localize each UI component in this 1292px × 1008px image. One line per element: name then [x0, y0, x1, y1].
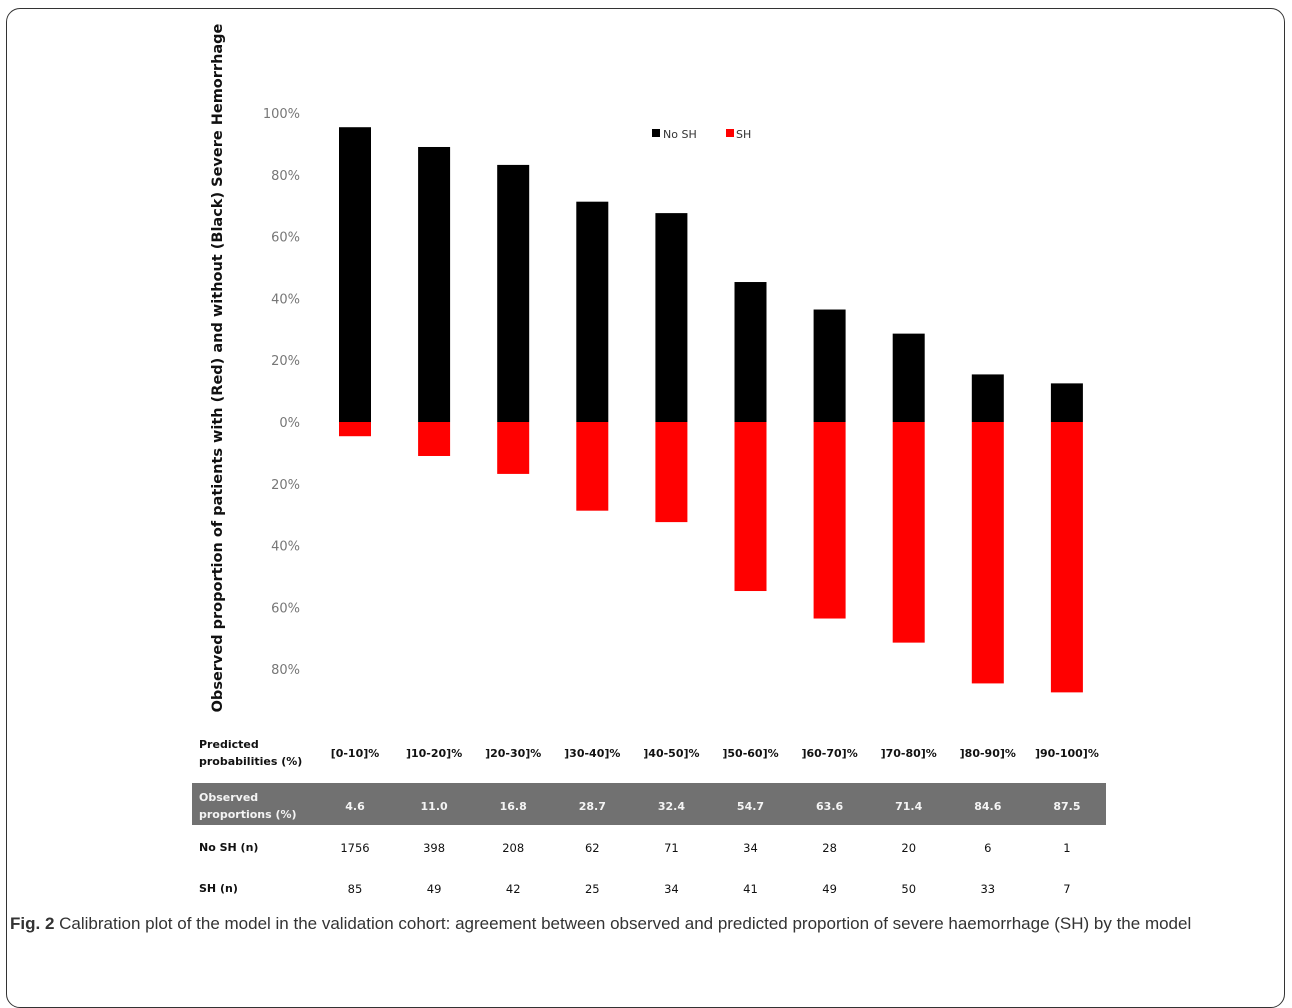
table-cell: 16.8: [500, 800, 527, 813]
table-cell: 42: [506, 882, 521, 896]
bar-sh: [892, 422, 925, 643]
table-cell: ]40-50]%: [643, 747, 699, 760]
table-cell: 41: [743, 882, 758, 896]
bar-sh: [813, 422, 846, 619]
table-cell: 4.6: [345, 800, 365, 813]
table-cell: ]20-30]%: [485, 747, 541, 760]
bar-no-sh: [497, 164, 530, 423]
table-cell: 34: [743, 841, 758, 855]
legend-swatch-no-sh: [652, 129, 660, 137]
y-tick-label: 0%: [279, 416, 300, 431]
bar-no-sh: [655, 213, 688, 422]
table-cell: ]90-100]%: [1035, 747, 1099, 760]
bar-sh: [576, 422, 609, 511]
table-cell: ]50-60]%: [722, 747, 778, 760]
table-cell: 28.7: [579, 800, 606, 813]
table-cell: 20: [901, 841, 916, 855]
bar-sh: [971, 422, 1004, 684]
table-row-label: No SH (n): [199, 841, 258, 854]
table-cell: 49: [427, 882, 442, 896]
caption-text: Calibration plot of the model in the val…: [54, 914, 1192, 933]
table-cell: 62: [585, 841, 600, 855]
y-tick-label: 40%: [271, 292, 300, 307]
bar-sh: [734, 422, 767, 592]
table-row-label: Observed: [199, 791, 258, 804]
table-cell: [0-10]%: [331, 747, 380, 760]
table-cell: 6: [984, 841, 991, 855]
y-tick-label: 80%: [271, 663, 300, 678]
y-tick-label: 20%: [271, 354, 300, 369]
table-cell: ]60-70]%: [801, 747, 857, 760]
table-cell: 32.4: [658, 800, 685, 813]
bar-sh: [1050, 422, 1083, 693]
table-cell: 71.4: [895, 800, 922, 813]
table-cell: ]10-20]%: [406, 747, 462, 760]
y-tick-label: 60%: [271, 601, 300, 616]
table-cell: 398: [423, 841, 445, 855]
y-tick-label: 100%: [263, 107, 300, 122]
bar-no-sh: [892, 333, 925, 422]
table-cell: 63.6: [816, 800, 843, 813]
bar-no-sh: [339, 127, 371, 423]
calibration-chart: 100% 80% 60% 40% 20% 0% 20% 40% 60% 80% Observed p…: [192, 23, 1106, 896]
table-row-label: Predicted: [199, 738, 259, 751]
table-row-label: probabilities (%): [199, 755, 302, 768]
bar-sh: [339, 422, 371, 437]
table-cell: 85: [348, 882, 363, 896]
table-cell: 1756: [340, 841, 369, 855]
table-cell: ]70-80]%: [881, 747, 937, 760]
table-cell: 87.5: [1053, 800, 1080, 813]
bar-no-sh: [813, 309, 846, 422]
y-tick-label: 60%: [271, 231, 300, 246]
table-cell: ]30-40]%: [564, 747, 620, 760]
figure-caption: Fig. 2 Calibration plot of the model in …: [10, 913, 1270, 934]
bar-no-sh: [418, 146, 451, 423]
table-cell: 1: [1063, 841, 1070, 855]
table-cell: ]80-90]%: [960, 747, 1016, 760]
table-cell: 54.7: [737, 800, 764, 813]
bar-no-sh: [1050, 383, 1083, 422]
table-cell: 25: [585, 882, 600, 896]
y-tick-label: 40%: [271, 540, 300, 555]
bar-sh: [497, 422, 530, 474]
table-cell: 49: [822, 882, 837, 896]
legend-label-no-sh: No SH: [663, 128, 697, 141]
table-cell: 11.0: [421, 800, 448, 813]
bar-no-sh: [734, 282, 767, 422]
table-row-label: proportions (%): [199, 808, 297, 821]
table-row-label: SH (n): [199, 882, 238, 895]
table-cell: 71: [664, 841, 679, 855]
bar-no-sh: [971, 374, 1004, 422]
table-cell: 7: [1063, 882, 1070, 896]
y-axis-label: Observed proportion of patients with (Re…: [210, 23, 226, 712]
table-cell: 33: [980, 882, 995, 896]
table-cell: 28: [822, 841, 837, 855]
table-cell: 34: [664, 882, 679, 896]
table-cell: 50: [901, 882, 916, 896]
table-cell: 208: [502, 841, 524, 855]
table-cell: 84.6: [974, 800, 1001, 813]
bar-sh: [655, 422, 688, 523]
y-tick-label: 20%: [271, 478, 300, 493]
y-tick-label: 80%: [271, 169, 300, 184]
bar-sh: [418, 422, 451, 456]
figure-label: Fig. 2: [10, 914, 55, 933]
legend-label-sh: SH: [736, 128, 751, 141]
observed-row-band: [192, 783, 1106, 825]
legend-swatch-sh: [726, 129, 734, 137]
bar-no-sh: [576, 201, 609, 422]
